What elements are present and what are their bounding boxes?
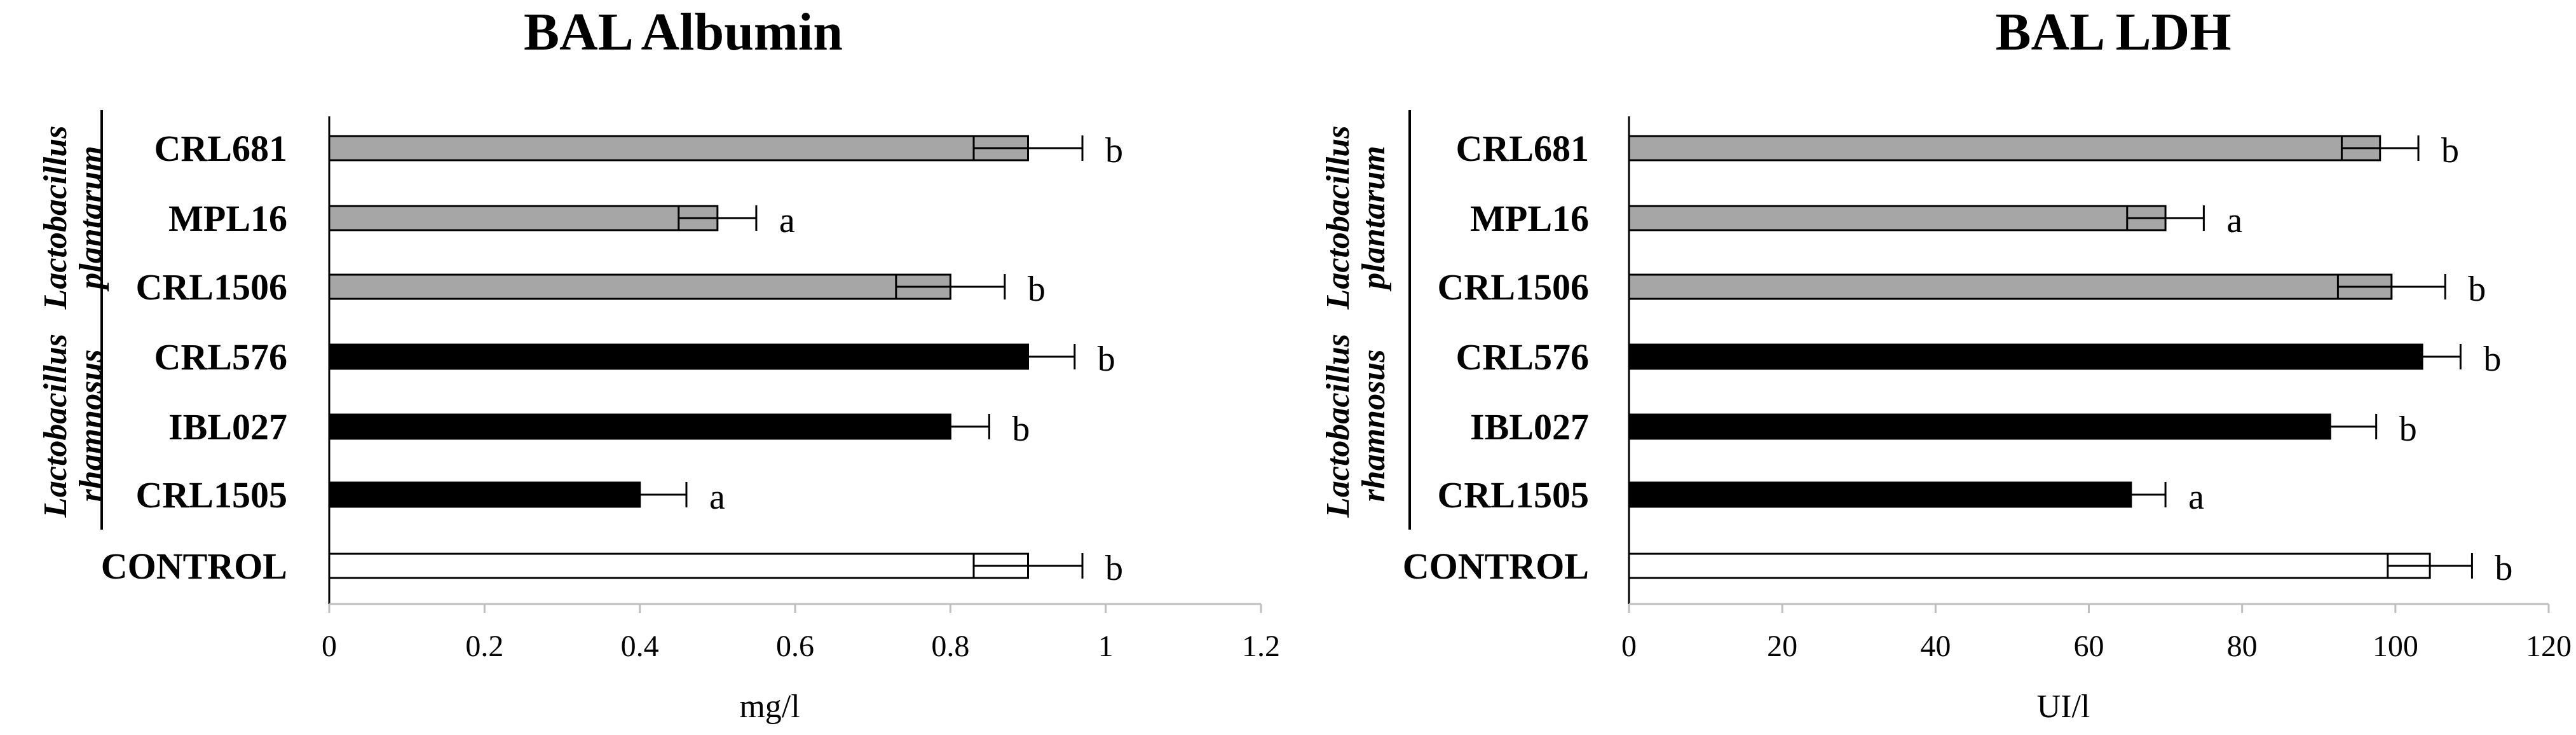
panel1-category-label-crl1505: CRL1505: [136, 474, 287, 516]
panel2-bar-mpl16: [1628, 205, 2167, 231]
panel1-category-label-crl681: CRL681: [154, 128, 287, 169]
panel1-group-label: Lactobacillusrhamnosus: [37, 334, 109, 518]
panel2-group-label-line2: plantarum: [1356, 146, 1392, 291]
panel1-group-label-line2: rhamnosus: [73, 350, 109, 502]
panel1-category-label-control: CONTROL: [101, 546, 287, 587]
panel1-category-label-crl576: CRL576: [154, 336, 287, 378]
panel2-bar-crl1506: [1628, 273, 2393, 300]
panel2-x-tick-label: 40: [1920, 629, 1951, 663]
panel1-group-label-line1: Lactobacillus: [37, 126, 74, 310]
panel1-significance-letter: b: [1098, 340, 1115, 379]
panel1-x-axis-label: mg/l: [739, 689, 800, 725]
panel1-group-label-line2: plantarum: [73, 146, 109, 291]
panel1-x-tick-label: 1: [1098, 629, 1114, 663]
panel2-x-tick-label: 0: [1621, 629, 1637, 663]
panel2-bar-crl576: [1628, 343, 2423, 370]
panel2-x-axis-label: UI/l: [2037, 689, 2090, 725]
panel2-significance-letter: b: [2468, 270, 2486, 309]
panel1-chart-title: BAL Albumin: [524, 3, 843, 62]
panel1-significance-letter: a: [779, 201, 795, 240]
panel2-group-label: Lactobacillusplantarum: [1320, 126, 1392, 310]
panel1-x-tick-label: 0.2: [465, 629, 503, 663]
panel2-bar-crl1505: [1628, 481, 2132, 508]
panel2-category-label-crl1505: CRL1505: [1438, 474, 1589, 516]
panel1-group-label-line1: Lactobacillus: [37, 334, 74, 518]
panel1-bar-crl1505: [328, 481, 641, 508]
panel2-significance-letter: b: [2483, 340, 2501, 379]
panel1-significance-letter: b: [1012, 409, 1030, 449]
panel1-bar-crl576: [328, 343, 1029, 370]
panel1-bar-control: [328, 553, 1029, 579]
panel2-group-label-line1: Lactobacillus: [1320, 334, 1356, 518]
panel1-bar-crl1506: [328, 273, 951, 300]
panel2-category-label-crl576: CRL576: [1456, 336, 1589, 378]
panel2-x-tick-label: 80: [2227, 629, 2258, 663]
panel1-category-label-crl1506: CRL1506: [136, 266, 287, 308]
panel2-significance-letter: b: [2441, 131, 2459, 170]
panel2-significance-letter: a: [2188, 477, 2204, 517]
panel2-group-label: Lactobacillusrhamnosus: [1320, 334, 1392, 518]
panel1-category-label-ibl027: IBL027: [168, 406, 287, 448]
panel2-category-label-mpl16: MPL16: [1470, 198, 1589, 239]
panel1-significance-letter: b: [1105, 549, 1123, 588]
panel2-category-label-crl681: CRL681: [1456, 128, 1589, 169]
panel1-significance-letter: b: [1105, 131, 1123, 170]
panel2-bar-control: [1628, 553, 2431, 579]
panel1-category-label-mpl16: MPL16: [168, 198, 287, 239]
panel2-x-tick-label: 60: [2074, 629, 2104, 663]
panel1-x-tick-label: 0.4: [621, 629, 659, 663]
panel1-bar-mpl16: [328, 205, 719, 231]
panel2-category-label-crl1506: CRL1506: [1438, 266, 1589, 308]
panel1-x-tick-label: 0.8: [931, 629, 969, 663]
panel1-bar-crl681: [328, 135, 1029, 161]
panel2-x-tick-label: 100: [2373, 629, 2418, 663]
panel2-x-tick-label: 20: [1767, 629, 1797, 663]
panel1-x-tick-label: 0.6: [776, 629, 814, 663]
panel1-significance-letter: a: [709, 477, 725, 517]
panel1-bar-ibl027: [328, 413, 951, 440]
panel1-x-tick-label: 1.2: [1242, 629, 1280, 663]
panel2-chart-title: BAL LDH: [1995, 3, 2231, 62]
panel2-category-label-control: CONTROL: [1403, 546, 1589, 587]
panel2-x-tick-label: 120: [2526, 629, 2572, 663]
panel2-bar-ibl027: [1628, 413, 2331, 440]
panel2-group-label-line2: rhamnosus: [1356, 350, 1392, 502]
panel2-bar-crl681: [1628, 135, 2382, 161]
panel1-x-tick-label: 0: [322, 629, 337, 663]
panel1-significance-letter: b: [1028, 270, 1046, 309]
panel2-significance-letter: b: [2399, 409, 2417, 449]
panel2-significance-letter: a: [2226, 201, 2242, 240]
panel2-category-label-ibl027: IBL027: [1470, 406, 1589, 448]
panel1-group-label: Lactobacillusplantarum: [37, 126, 109, 310]
panel2-significance-letter: b: [2495, 549, 2512, 588]
panel2-group-label-line1: Lactobacillus: [1320, 126, 1356, 310]
